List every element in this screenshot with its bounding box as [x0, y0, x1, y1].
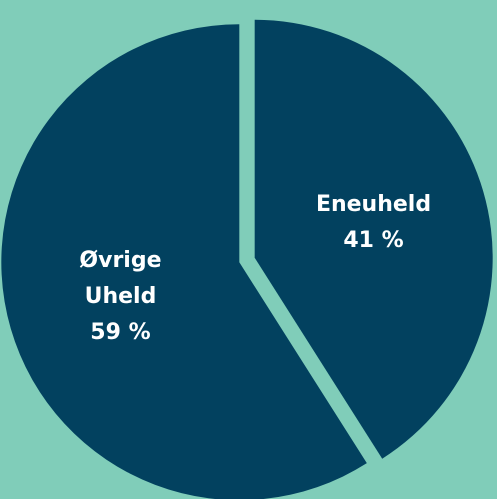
- pie-slice: [1, 24, 367, 499]
- pie-slice: [254, 19, 493, 459]
- slice-label: Eneuheld 41 %: [299, 187, 449, 259]
- slice-label: Øvrige Uheld 59 %: [45, 243, 195, 351]
- slice-name: Eneuheld: [315, 192, 432, 218]
- slice-name: Øvrige Uheld: [79, 247, 162, 309]
- slice-value: 59 %: [90, 319, 151, 345]
- slice-value: 41 %: [343, 228, 404, 254]
